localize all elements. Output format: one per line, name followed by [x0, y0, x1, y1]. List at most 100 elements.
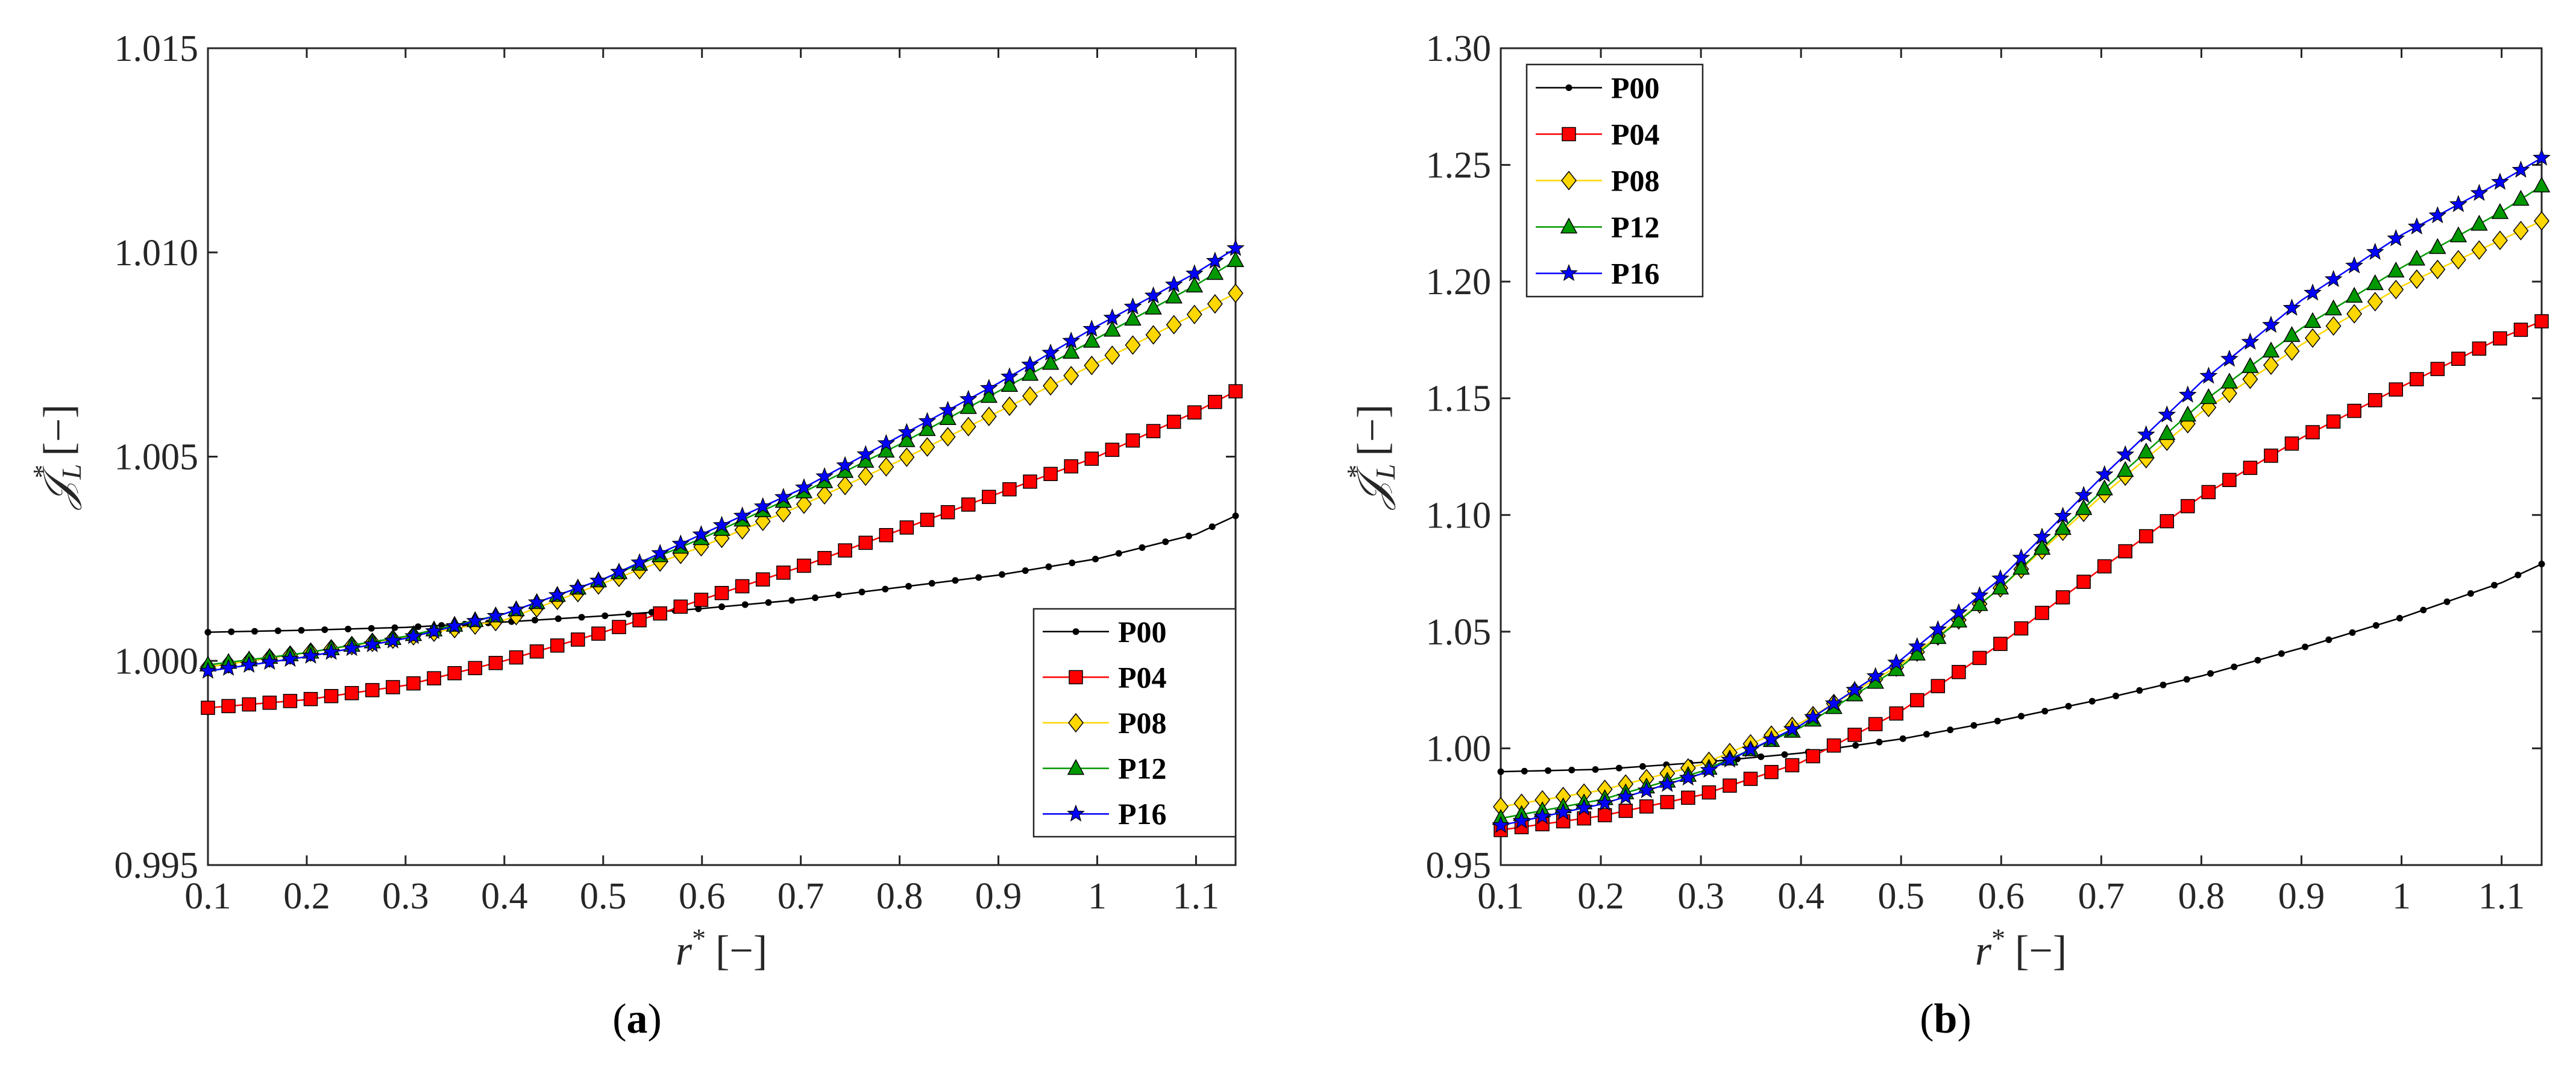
series-marker	[735, 579, 750, 594]
series-marker	[1701, 785, 1717, 800]
series-marker	[2449, 226, 2468, 242]
series-marker	[2284, 341, 2300, 361]
series-marker	[975, 574, 982, 581]
series-marker	[2181, 499, 2195, 514]
y-tick-label: 1.015	[115, 28, 199, 69]
series-marker	[919, 420, 936, 436]
series-marker	[342, 638, 361, 656]
series-marker	[298, 627, 305, 634]
series-marker	[2231, 663, 2238, 670]
series-marker	[2199, 367, 2218, 384]
series-marker	[797, 558, 811, 573]
series-marker	[1206, 263, 1224, 280]
series-marker	[2158, 405, 2176, 423]
series-marker	[2116, 445, 2135, 462]
series-marker	[1164, 275, 1183, 293]
y-tick-label: 0.995	[115, 845, 199, 886]
legend-item-p12: P12	[1043, 752, 1167, 785]
legend-item-p04: P04	[1536, 118, 1660, 151]
series-marker	[322, 643, 341, 660]
series-marker	[1866, 667, 1885, 684]
series-marker	[999, 571, 1005, 578]
series-marker	[568, 578, 587, 596]
series-marker	[959, 389, 978, 408]
series-marker	[1889, 706, 1904, 721]
series-marker	[2349, 629, 2356, 636]
legend-item-p12: P12	[1536, 210, 1660, 244]
series-marker	[1991, 569, 2009, 587]
series-marker	[2041, 708, 2049, 715]
series-marker	[404, 626, 423, 644]
legend-marker	[1565, 84, 1572, 91]
series-marker	[548, 585, 567, 603]
series-marker	[1041, 354, 1060, 370]
series-marker	[2207, 670, 2214, 677]
x-tick-label: 0.8	[2178, 876, 2225, 917]
series-marker	[2263, 355, 2279, 376]
series-marker	[1568, 766, 1575, 773]
series-marker	[2533, 176, 2551, 193]
series-marker	[2513, 221, 2529, 241]
series-marker	[651, 544, 670, 561]
legend-b: P00 P04 P08 P12 P16	[1525, 63, 1704, 298]
y-axis-sup: *	[27, 465, 58, 479]
series-p16	[199, 239, 1245, 679]
series-marker	[2160, 514, 2175, 529]
series-marker	[2304, 283, 2322, 301]
series-marker	[1186, 532, 1192, 540]
series-marker	[529, 644, 544, 659]
series-marker	[2097, 559, 2112, 574]
series-marker	[2241, 357, 2259, 373]
series-marker	[2345, 256, 2364, 274]
series-marker	[2075, 499, 2093, 515]
series-marker	[1227, 251, 1245, 268]
series-marker	[960, 398, 977, 414]
series-marker	[1492, 816, 1510, 833]
series-marker	[692, 525, 711, 543]
series-marker	[856, 445, 875, 462]
series-marker	[981, 406, 997, 426]
series-marker	[1115, 550, 1122, 557]
series-marker	[755, 572, 770, 587]
series-marker	[2304, 312, 2322, 329]
series-marker	[1681, 790, 1695, 805]
series-marker	[1762, 730, 1780, 747]
x-tick-label: 0.3	[1677, 876, 1724, 917]
series-marker	[2420, 606, 2427, 614]
series-marker	[1899, 735, 1906, 742]
series-marker	[2138, 529, 2153, 544]
series-marker	[344, 686, 359, 700]
series-marker	[2389, 382, 2403, 397]
series-marker	[919, 437, 935, 457]
series-marker	[2513, 323, 2528, 337]
series-marker	[776, 565, 791, 580]
y-axis-sub: L	[56, 464, 87, 480]
legend-label: P04	[1611, 118, 1660, 151]
series-marker	[2387, 229, 2405, 247]
series-marker	[2302, 643, 2308, 650]
series-marker	[2113, 692, 2119, 699]
series-marker	[2493, 331, 2507, 346]
series-marker	[1658, 775, 1677, 792]
series-marker	[905, 582, 912, 590]
panel-b: 0.1 0.2 0.3 0.4 0.5 0.6 0.7 0.8 0.9 1 1.1 0.95 1.00 1…	[1341, 28, 2551, 1042]
series-marker	[242, 697, 256, 712]
series-marker	[2035, 605, 2049, 620]
series-marker	[1084, 452, 1099, 466]
legend-marker	[1067, 804, 1085, 822]
series-marker	[796, 494, 812, 514]
series-marker	[774, 488, 793, 505]
y-tick-label: 1.005	[115, 437, 199, 478]
series-marker	[2018, 713, 2025, 720]
series-marker	[2492, 230, 2508, 250]
legend-item-p08: P08	[1536, 164, 1660, 198]
series-marker	[1166, 414, 1181, 429]
series-marker	[753, 497, 772, 514]
series-marker	[1994, 717, 2001, 725]
legend-label: P04	[1118, 660, 1167, 694]
x-tick-label: 0.5	[1877, 876, 1924, 917]
series-marker	[1105, 442, 1120, 457]
series-marker	[1228, 283, 1243, 303]
y-tick-label: 1.010	[115, 233, 199, 274]
series-marker	[532, 617, 538, 624]
